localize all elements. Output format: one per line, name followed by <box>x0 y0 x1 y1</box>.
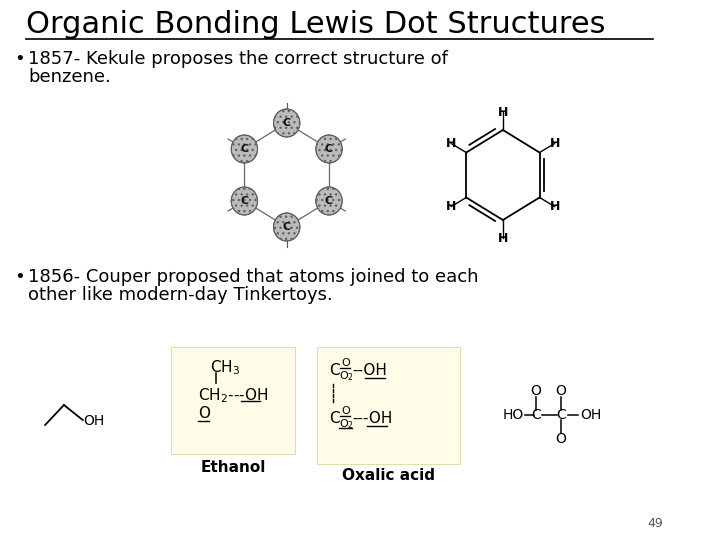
Text: benzene.: benzene. <box>28 68 111 86</box>
Text: OH: OH <box>84 414 105 428</box>
Text: H: H <box>446 137 456 150</box>
Text: C: C <box>325 144 333 154</box>
Text: C: C <box>325 196 333 206</box>
Text: ---OH: ---OH <box>353 411 393 426</box>
Text: H: H <box>549 137 559 150</box>
Circle shape <box>316 187 342 215</box>
Text: C: C <box>283 118 291 128</box>
Text: O: O <box>556 384 567 398</box>
FancyBboxPatch shape <box>171 347 295 454</box>
Text: $\mathregular{O_2}$: $\mathregular{O_2}$ <box>339 369 354 383</box>
Circle shape <box>231 187 258 215</box>
Text: C: C <box>329 363 340 378</box>
Circle shape <box>274 213 300 241</box>
Text: O: O <box>198 406 210 421</box>
Text: $\mathregular{O_2}$: $\mathregular{O_2}$ <box>339 417 354 431</box>
Text: C: C <box>329 411 340 426</box>
Text: 1856- Couper proposed that atoms joined to each: 1856- Couper proposed that atoms joined … <box>28 268 479 286</box>
Text: O: O <box>531 384 541 398</box>
Text: --OH: --OH <box>353 363 387 378</box>
Circle shape <box>274 109 300 137</box>
Text: O: O <box>556 432 567 446</box>
Text: •: • <box>14 268 25 286</box>
Text: •: • <box>14 50 25 68</box>
Text: other like modern-day Tinkertoys.: other like modern-day Tinkertoys. <box>28 286 333 304</box>
Text: C: C <box>557 408 566 422</box>
Text: OH: OH <box>580 408 601 422</box>
Text: $\mathregular{CH_3}$: $\mathregular{CH_3}$ <box>210 358 240 377</box>
Text: 1857- Kekule proposes the correct structure of: 1857- Kekule proposes the correct struct… <box>28 50 448 68</box>
Text: H: H <box>446 200 456 213</box>
Text: HO: HO <box>503 408 523 422</box>
Circle shape <box>316 135 342 163</box>
FancyBboxPatch shape <box>317 347 459 464</box>
Text: C: C <box>283 222 291 232</box>
Text: H: H <box>498 232 508 245</box>
Text: C: C <box>240 144 248 154</box>
Text: Organic Bonding Lewis Dot Structures: Organic Bonding Lewis Dot Structures <box>27 10 606 39</box>
Text: H: H <box>498 105 508 118</box>
Text: Oxalic acid: Oxalic acid <box>342 468 435 483</box>
Text: O: O <box>341 406 350 416</box>
Text: $\mathregular{CH_2}$---OH: $\mathregular{CH_2}$---OH <box>198 386 269 404</box>
Text: C: C <box>531 408 541 422</box>
Text: 49: 49 <box>647 517 662 530</box>
Text: Ethanol: Ethanol <box>200 460 266 475</box>
Text: O: O <box>341 358 350 368</box>
Text: H: H <box>549 200 559 213</box>
Circle shape <box>231 135 258 163</box>
Text: C: C <box>240 196 248 206</box>
